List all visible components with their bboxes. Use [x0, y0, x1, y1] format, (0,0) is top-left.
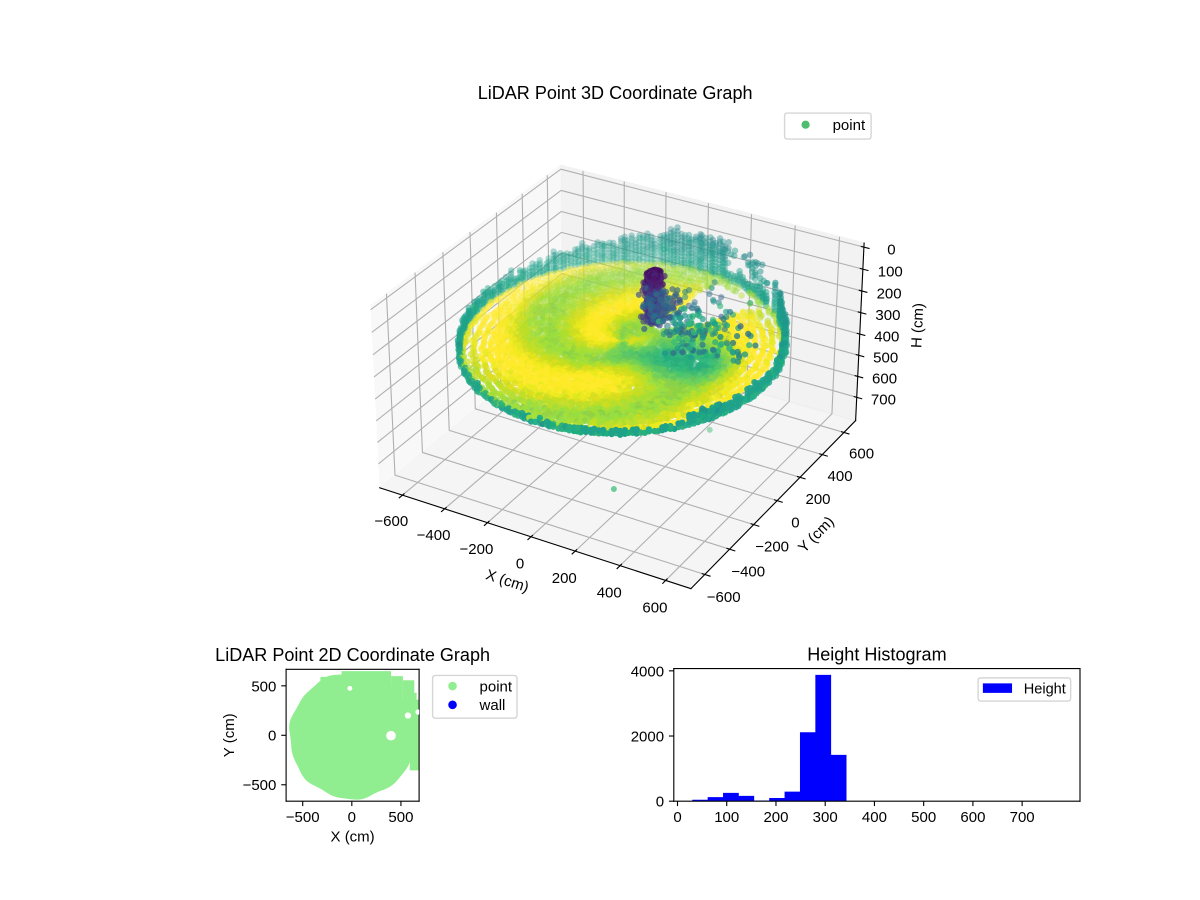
svg-text:−600: −600: [707, 589, 741, 606]
svg-text:−400: −400: [731, 563, 765, 580]
svg-text:400: 400: [828, 468, 853, 485]
svg-text:600: 600: [642, 600, 667, 617]
svg-text:−600: −600: [374, 513, 408, 530]
svg-text:H (cm): H (cm): [908, 303, 927, 349]
svg-text:300: 300: [875, 307, 900, 324]
svg-text:700: 700: [871, 391, 896, 408]
svg-text:200: 200: [805, 491, 830, 508]
svg-text:200: 200: [552, 570, 577, 587]
svg-text:0: 0: [516, 555, 524, 572]
svg-text:600: 600: [849, 446, 874, 463]
svg-text:0: 0: [791, 514, 799, 531]
svg-text:500: 500: [873, 350, 898, 367]
svg-text:200: 200: [877, 285, 902, 302]
svg-text:−400: −400: [417, 527, 451, 544]
svg-text:−200: −200: [755, 539, 789, 556]
svg-text:600: 600: [872, 371, 897, 388]
svg-text:400: 400: [874, 328, 899, 345]
svg-text:0: 0: [887, 242, 895, 259]
svg-text:−200: −200: [460, 541, 494, 558]
svg-text:100: 100: [878, 263, 903, 280]
svg-text:400: 400: [597, 585, 622, 602]
